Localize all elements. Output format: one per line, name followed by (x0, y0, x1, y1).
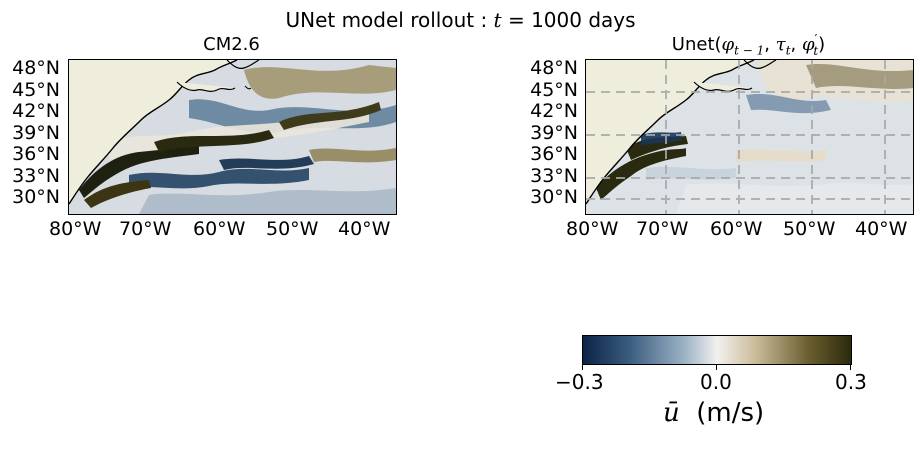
p1-lon-tick: 60°W (193, 218, 246, 240)
p2-lon-tick: 40°W (855, 218, 908, 240)
p1-lat-tick: 39°N (12, 122, 60, 144)
colorbar-max-label: 0.3 (835, 370, 867, 394)
p1-lat-tick: 33°N (12, 165, 60, 187)
p2-lat-tick: 48°N (530, 57, 578, 79)
p2-lon-tick: 80°W (566, 218, 619, 240)
panel-2-map (585, 59, 914, 215)
p2-lon-tick: 70°W (636, 218, 689, 240)
colorbar-mid-label: 0.0 (700, 370, 732, 394)
p1-lon-tick: 50°W (266, 218, 319, 240)
p2-lon-tick: 60°W (710, 218, 763, 240)
panel-1-map (68, 59, 397, 215)
p1-lat-tick: 36°N (12, 143, 60, 165)
p1-lat-tick: 30°N (12, 186, 60, 208)
panel-2-title: Unet(φt − 1, τt, φ′t) (671, 32, 826, 58)
p2-lat-tick: 45°N (530, 79, 578, 101)
colorbar (582, 335, 852, 365)
p1-lon-tick: 70°W (119, 218, 172, 240)
p2-lon-tick: 50°W (783, 218, 836, 240)
p2-lat-tick: 36°N (530, 143, 578, 165)
p1-lat-tick: 48°N (12, 57, 60, 79)
p2-lat-tick: 42°N (530, 100, 578, 122)
colorbar-tick-mark (716, 364, 717, 370)
colorbar-min-label: −0.3 (555, 370, 604, 394)
p1-lon-tick: 40°W (338, 218, 391, 240)
panel-1-title: CM2.6 (203, 34, 260, 55)
p1-lon-tick: 80°W (49, 218, 102, 240)
p1-lat-tick: 42°N (12, 100, 60, 122)
p2-lat-tick: 30°N (530, 186, 578, 208)
colorbar-tick-mark (582, 364, 583, 370)
p1-lat-tick: 45°N (12, 79, 60, 101)
figure-title: UNet model rollout : t = 1000 days (285, 8, 636, 32)
p2-lat-tick: 39°N (530, 122, 578, 144)
colorbar-tick-mark (850, 364, 851, 370)
p2-lat-tick: 33°N (530, 165, 578, 187)
colorbar-label: ū (m/s) (663, 398, 765, 428)
